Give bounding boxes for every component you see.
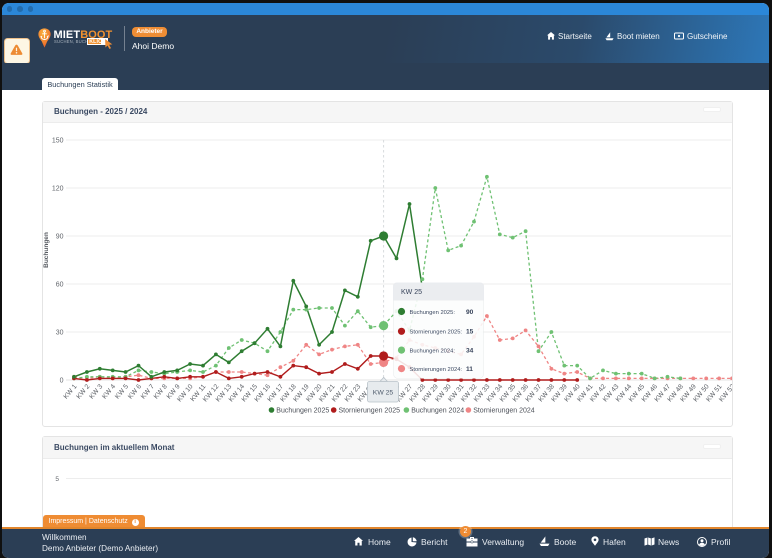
svg-text:Stornierungen 2024: Stornierungen 2024 xyxy=(473,407,535,414)
svg-text:KW 25: KW 25 xyxy=(401,289,422,296)
svg-text:Stornierungen 2025:: Stornierungen 2025: xyxy=(410,329,463,335)
svg-text:Buchungen: Buchungen xyxy=(43,232,50,268)
svg-text:Stornierungen 2025: Stornierungen 2025 xyxy=(339,407,401,414)
svg-text:Buchungen 2025:: Buchungen 2025: xyxy=(410,309,456,315)
svg-text:90: 90 xyxy=(466,308,474,315)
svg-text:34: 34 xyxy=(466,347,474,354)
svg-text:Stornierungen 2024:: Stornierungen 2024: xyxy=(410,367,463,373)
svg-text:11: 11 xyxy=(466,366,473,373)
svg-text:60: 60 xyxy=(56,281,64,288)
svg-text:150: 150 xyxy=(52,137,64,144)
svg-text:90: 90 xyxy=(56,233,64,240)
svg-text:120: 120 xyxy=(52,185,64,192)
svg-text:Buchungen 2024:: Buchungen 2024: xyxy=(410,348,456,354)
svg-text:0: 0 xyxy=(60,377,64,384)
svg-text:15: 15 xyxy=(466,328,474,335)
svg-text:30: 30 xyxy=(56,329,64,336)
svg-text:Buchungen 2025: Buchungen 2025 xyxy=(276,407,329,414)
svg-text:5: 5 xyxy=(55,476,59,483)
svg-text:Buchungen 2024: Buchungen 2024 xyxy=(411,407,464,414)
svg-text:KW 25: KW 25 xyxy=(373,389,394,396)
